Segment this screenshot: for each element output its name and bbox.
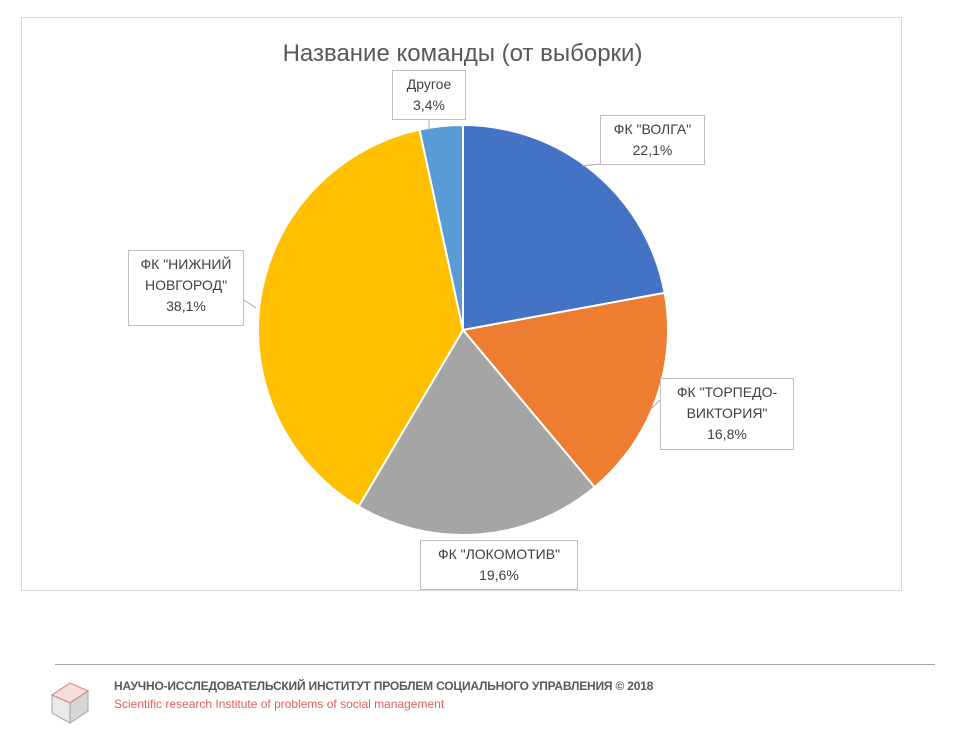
pie-slice-0 xyxy=(462,123,666,332)
pie-chart xyxy=(243,120,669,536)
institute-cube-logo-icon xyxy=(50,682,90,725)
leader-line-0 xyxy=(581,163,601,167)
data-label-0: ФК "ВОЛГА" 22,1% xyxy=(600,115,705,165)
leader-line-3 xyxy=(243,299,257,309)
footer-divider xyxy=(55,664,935,665)
leader-line-1 xyxy=(651,399,661,409)
data-label-4: Другое 3,4% xyxy=(392,70,466,120)
footer-institute-subtitle: Scientific research Institute of problem… xyxy=(114,697,445,711)
data-label-2: ФК "ЛОКОМОТИВ" 19,6% xyxy=(420,540,578,590)
chart-title: Название команды (от выборки) xyxy=(282,40,643,67)
pie-slice-1 xyxy=(461,291,669,489)
pie-slice-2 xyxy=(357,328,597,536)
pie-slice-3 xyxy=(257,128,465,508)
data-label-3: ФК "НИЖНИЙ НОВГОРОД" 38,1% xyxy=(128,250,244,326)
footer-institute-title: НАУЧНО-ИССЛЕДОВАТЕЛЬСКИЙ ИНСТИТУТ ПРОБЛЕ… xyxy=(114,679,654,693)
pie-slice-4 xyxy=(418,123,464,331)
chart-area: Название команды (от выборки) ФК "ВОЛГА"… xyxy=(21,17,902,591)
data-label-1: ФК "ТОРПЕДО-ВИКТОРИЯ" 16,8% xyxy=(660,378,794,450)
